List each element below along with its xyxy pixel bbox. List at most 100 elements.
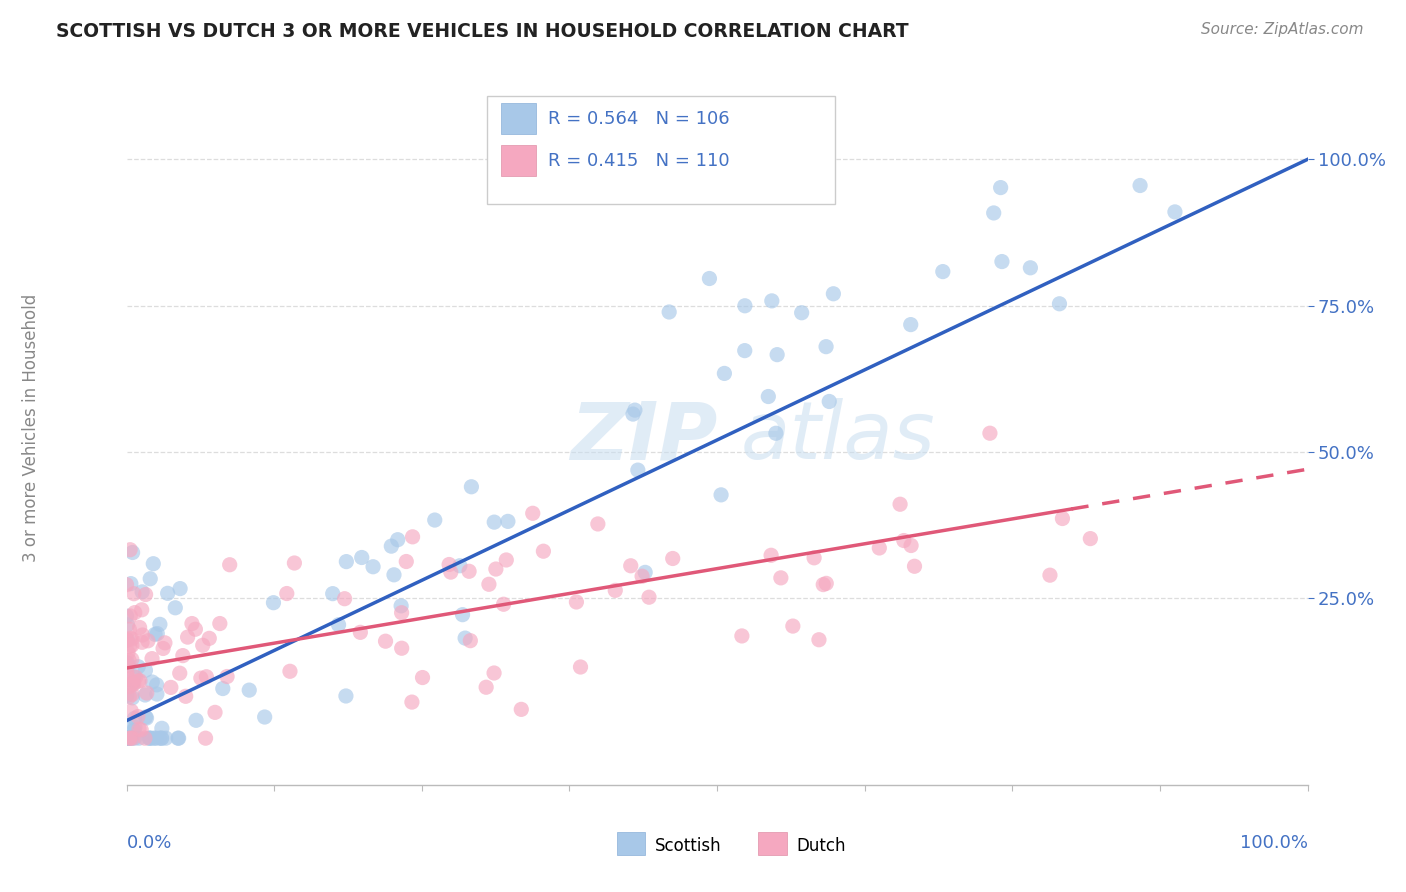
Point	[1164, 205, 1187, 219]
Point	[350, 550, 373, 565]
Point	[145, 731, 167, 746]
Point	[401, 695, 423, 709]
Point	[176, 630, 198, 644]
Point	[658, 305, 681, 319]
Point	[160, 681, 183, 695]
Point	[620, 558, 643, 573]
Point	[121, 731, 143, 746]
Point	[143, 627, 166, 641]
Point	[115, 665, 138, 680]
FancyBboxPatch shape	[486, 96, 835, 204]
Point	[115, 731, 138, 746]
Bar	[501, 103, 536, 135]
Point	[391, 606, 413, 620]
Point	[150, 731, 173, 746]
Point	[139, 731, 162, 746]
Point	[979, 426, 1001, 441]
Point	[117, 617, 139, 632]
Point	[389, 599, 412, 613]
Point	[115, 731, 138, 746]
Point	[756, 390, 779, 404]
Point	[198, 632, 221, 646]
Point	[139, 572, 162, 586]
Point	[195, 670, 218, 684]
Point	[283, 556, 305, 570]
Point	[149, 617, 172, 632]
Point	[115, 731, 138, 746]
Point	[238, 683, 260, 698]
Point	[127, 673, 149, 688]
Point	[115, 633, 138, 648]
Point	[131, 628, 153, 642]
Point	[634, 566, 657, 580]
Point	[129, 673, 152, 688]
Point	[115, 731, 138, 746]
Point	[122, 587, 145, 601]
Point	[117, 658, 139, 673]
Point	[124, 606, 146, 620]
Point	[276, 586, 298, 600]
Point	[174, 690, 197, 704]
Point	[699, 271, 721, 285]
Point	[868, 541, 890, 555]
Point	[423, 513, 446, 527]
Text: Scottish: Scottish	[654, 838, 721, 855]
Point	[1019, 260, 1042, 275]
Point	[141, 651, 163, 665]
Point	[117, 659, 139, 673]
Point	[990, 180, 1012, 194]
Point	[586, 516, 609, 531]
Point	[120, 542, 142, 557]
Point	[903, 559, 925, 574]
Point	[142, 557, 165, 571]
Point	[124, 720, 146, 734]
Point	[278, 665, 301, 679]
Point	[165, 600, 187, 615]
Point	[395, 554, 418, 568]
Point	[731, 629, 754, 643]
Point	[460, 633, 482, 648]
Point	[121, 545, 143, 559]
Point	[765, 426, 787, 441]
Point	[1039, 568, 1062, 582]
Point	[818, 394, 841, 409]
Point	[759, 549, 782, 563]
Point	[136, 633, 159, 648]
Point	[127, 659, 149, 673]
Point	[181, 616, 204, 631]
Point	[412, 671, 434, 685]
Point	[120, 609, 142, 624]
Point	[152, 641, 174, 656]
Point	[156, 586, 179, 600]
Point	[889, 497, 911, 511]
Point	[141, 675, 163, 690]
Point	[117, 632, 139, 647]
Text: R = 0.564   N = 106: R = 0.564 N = 106	[548, 110, 730, 128]
Point	[496, 515, 519, 529]
Point	[128, 722, 150, 736]
Point	[128, 731, 150, 746]
Point	[631, 569, 654, 583]
Point	[115, 656, 138, 670]
Point	[335, 689, 357, 703]
Point	[374, 634, 396, 648]
Point	[624, 403, 647, 417]
Text: 3 or more Vehicles in Household: 3 or more Vehicles in Household	[22, 294, 39, 562]
Point	[621, 407, 644, 421]
Point	[531, 544, 554, 558]
Point	[440, 565, 463, 579]
Point	[1049, 297, 1071, 311]
Point	[115, 719, 138, 733]
Point	[120, 704, 142, 718]
Point	[172, 648, 194, 663]
Point	[115, 577, 138, 591]
Point	[121, 731, 143, 746]
Point	[115, 632, 138, 647]
Point	[638, 591, 661, 605]
Point	[146, 626, 169, 640]
Point	[127, 709, 149, 723]
Point	[118, 731, 141, 746]
Point	[117, 731, 139, 746]
Point	[761, 293, 783, 308]
Point	[522, 506, 544, 520]
